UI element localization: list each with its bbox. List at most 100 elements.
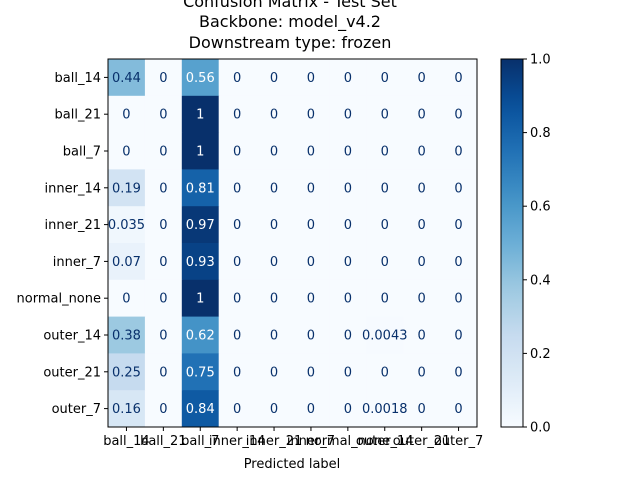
heatmap-cell <box>329 279 367 318</box>
y-tick-label: normal_none <box>17 292 101 307</box>
heatmap-cell-label: 0 <box>381 218 389 233</box>
heatmap-cell <box>403 206 441 244</box>
heatmap-cell <box>255 353 293 391</box>
heatmap-cell-label: 1 <box>196 108 204 123</box>
heatmap-cell-label: 0 <box>270 71 278 86</box>
heatmap-cell-label: 0 <box>418 108 426 123</box>
heatmap-cell <box>181 206 220 244</box>
heatmap-cell-label: 0 <box>307 365 315 380</box>
heatmap-cell-label: 0 <box>307 329 315 344</box>
heatmap-cell-label: 0 <box>454 402 462 417</box>
heatmap-cell <box>255 95 293 134</box>
heatmap-cell <box>329 59 367 97</box>
heatmap-cell-label: 0 <box>307 181 315 196</box>
heatmap-cell-label: 0 <box>418 402 426 417</box>
heatmap-cell <box>181 316 220 354</box>
heatmap-cell <box>403 353 441 391</box>
heatmap-cell-label: 0 <box>159 402 167 417</box>
heatmap-cell <box>255 279 293 318</box>
heatmap-cell <box>329 95 367 134</box>
heatmap-cell-label: 0 <box>454 365 462 380</box>
heatmap-cell <box>144 390 183 428</box>
heatmap-cell-label: 0 <box>381 71 389 86</box>
heatmap-cell <box>181 132 220 170</box>
colorbar-ticks: 0.0 0.2 0.4 0.6 0.8 1.0 <box>523 53 551 436</box>
y-tick-label: ball_21 <box>55 108 101 123</box>
heatmap-cell <box>218 59 257 97</box>
heatmap-cell-label: 0 <box>233 255 241 270</box>
heatmap-cell <box>440 59 478 97</box>
x-axis-label: Predicted label <box>244 457 341 472</box>
heatmap-cell <box>403 316 441 354</box>
heatmap-cell-label: 0 <box>159 218 167 233</box>
heatmap-cell <box>292 353 330 391</box>
heatmap-cell-label: 0 <box>418 218 426 233</box>
heatmap-cell-label: 0 <box>270 108 278 123</box>
heatmap-cell-label: 0 <box>270 365 278 380</box>
heatmap-cell <box>329 316 367 354</box>
heatmap-frame <box>107 58 478 428</box>
heatmap-cell-label: 0 <box>307 292 315 307</box>
x-tick-label: ball_7 <box>181 434 219 449</box>
y-tick-label: ball_14 <box>55 71 101 86</box>
heatmap-cell <box>218 243 257 281</box>
heatmap-cell <box>181 59 220 97</box>
heatmap-cell-label: 0 <box>307 255 315 270</box>
heatmap-cell <box>366 132 404 170</box>
heatmap-cell-label: 0 <box>159 71 167 86</box>
heatmap-cell-label: 0 <box>344 365 352 380</box>
heatmap-cell <box>366 390 404 428</box>
heatmap-cell <box>440 169 478 207</box>
heatmap-cell-label: 0 <box>381 365 389 380</box>
heatmap-cell <box>403 59 441 97</box>
heatmap-cells <box>108 59 478 428</box>
heatmap-cell-label: 0 <box>270 329 278 344</box>
x-tick-label: outer_14 <box>356 434 414 449</box>
heatmap-cell <box>218 95 257 134</box>
heatmap-cell <box>292 243 330 281</box>
heatmap-cell-label: 0 <box>159 255 167 270</box>
heatmap-cell-label: 0 <box>233 71 241 86</box>
heatmap-cell <box>329 169 367 207</box>
heatmap-cell <box>218 206 257 244</box>
x-tick-label: ball_14 <box>103 434 149 449</box>
heatmap-cell-label: 0 <box>159 365 167 380</box>
heatmap-cell-label: 0.81 <box>186 181 215 196</box>
colorbar-tick-label: 0.4 <box>530 273 551 288</box>
heatmap-cell-label: 0.07 <box>112 255 141 270</box>
heatmap-cell <box>329 206 367 244</box>
heatmap-cell <box>108 390 146 428</box>
heatmap-cell <box>403 95 441 134</box>
heatmap-cell-label: 0 <box>418 365 426 380</box>
heatmap-cell <box>255 206 293 244</box>
heatmap-cell-label: 0.0043 <box>362 329 408 344</box>
heatmap-cell <box>403 169 441 207</box>
heatmap-cell <box>108 279 146 318</box>
heatmap-cell-label: 0.0018 <box>362 402 408 417</box>
heatmap-cell <box>108 353 146 391</box>
heatmap-cell <box>181 243 220 281</box>
heatmap-cell-label: 0 <box>344 145 352 160</box>
heatmap-cell <box>255 169 293 207</box>
heatmap-cell <box>292 59 330 97</box>
heatmap-cell <box>144 59 183 97</box>
heatmap-cell-label: 0 <box>344 108 352 123</box>
heatmap-cell <box>292 279 330 318</box>
y-tick-label: inner_7 <box>53 255 101 270</box>
heatmap-cell-label: 0 <box>454 71 462 86</box>
x-tick-label: normal_none <box>306 434 390 449</box>
heatmap-cell <box>440 95 478 134</box>
heatmap-cell-label: 0 <box>233 181 241 196</box>
heatmap-cell <box>255 316 293 354</box>
heatmap-cell <box>218 353 257 391</box>
x-tick-label: inner_21 <box>246 434 302 449</box>
heatmap-cell-label: 0 <box>454 145 462 160</box>
heatmap-cell <box>366 169 404 207</box>
heatmap-cell-label: 0 <box>418 145 426 160</box>
chart-title-line-3: Downstream type: frozen <box>188 33 392 52</box>
heatmap-cell <box>440 279 478 318</box>
heatmap-cell <box>108 316 146 354</box>
heatmap-cell <box>255 243 293 281</box>
heatmap-cell <box>292 206 330 244</box>
